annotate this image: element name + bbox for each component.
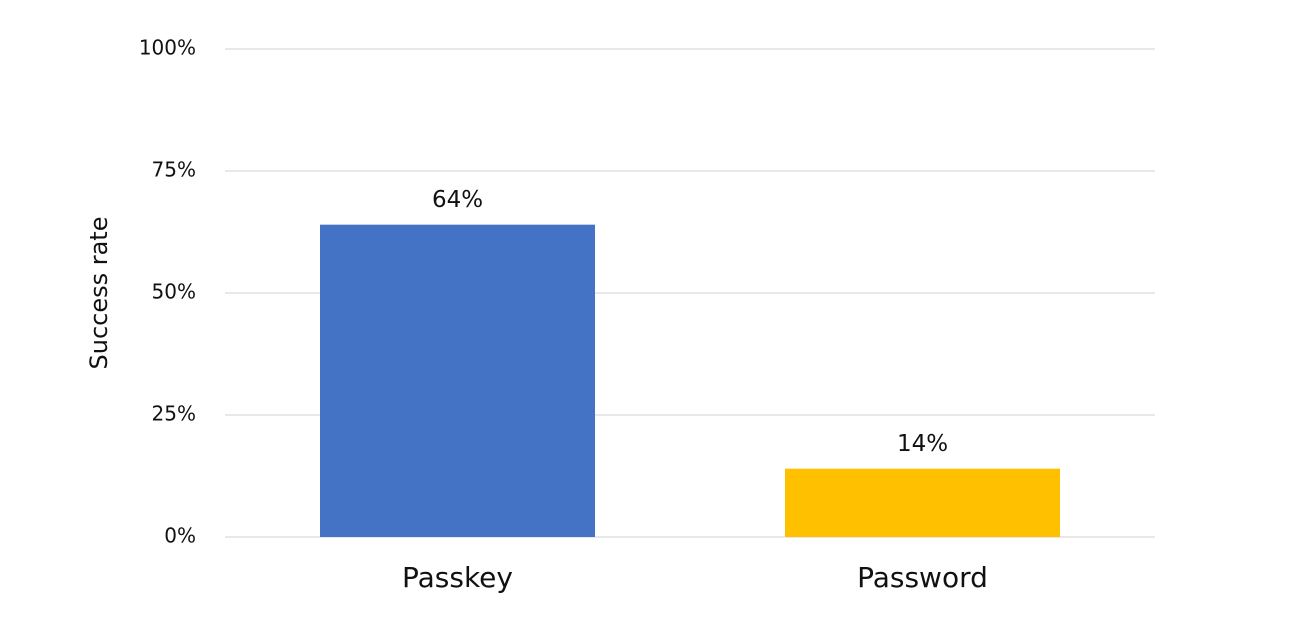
- y-tick-label: 75%: [152, 158, 196, 182]
- y-tick-label: 0%: [164, 524, 196, 548]
- bar: [320, 224, 595, 537]
- value-label: 14%: [897, 431, 948, 457]
- x-tick-label: Passkey: [402, 561, 513, 594]
- value-label: 64%: [432, 187, 483, 213]
- y-axis-label: Success rate: [85, 217, 113, 370]
- bar: [785, 468, 1060, 537]
- x-tick-label: Password: [857, 561, 988, 594]
- y-tick-label: 100%: [139, 36, 196, 60]
- y-tick-label: 25%: [152, 402, 196, 426]
- y-tick-label: 50%: [152, 280, 196, 304]
